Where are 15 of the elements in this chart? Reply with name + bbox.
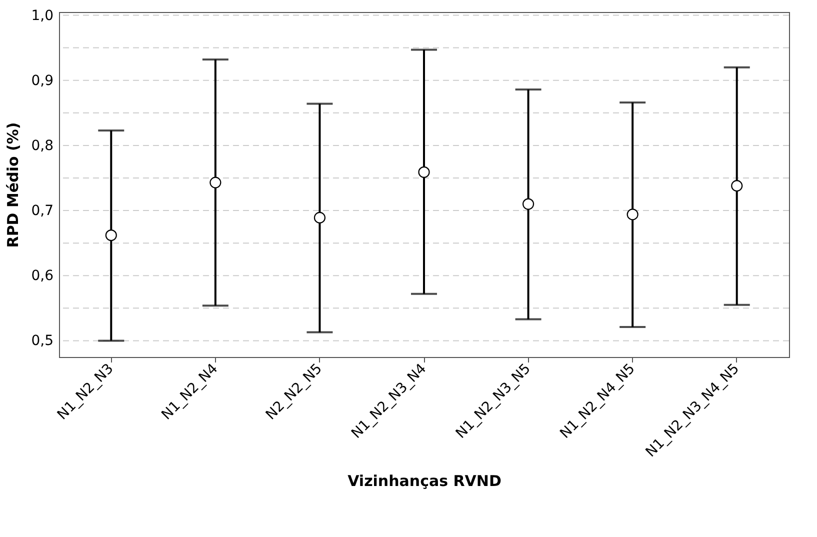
point — [626, 208, 638, 220]
point — [314, 212, 326, 224]
point — [418, 166, 430, 178]
y-tick-label: 0,5 — [31, 333, 54, 350]
y-tick-label: 0,6 — [31, 268, 54, 284]
y-tick-label: 0,8 — [31, 138, 54, 154]
x-axis-title: Vizinhanças RVND — [348, 472, 502, 490]
point — [731, 180, 743, 192]
y-tick-label: 0,9 — [31, 72, 54, 89]
point — [522, 198, 534, 210]
y-tick-label: 1,0 — [31, 8, 54, 24]
y-axis-title: RPD Médio (%) — [4, 122, 22, 248]
point — [210, 176, 222, 188]
point — [105, 229, 117, 242]
y-tick-label: 0,7 — [31, 203, 54, 220]
